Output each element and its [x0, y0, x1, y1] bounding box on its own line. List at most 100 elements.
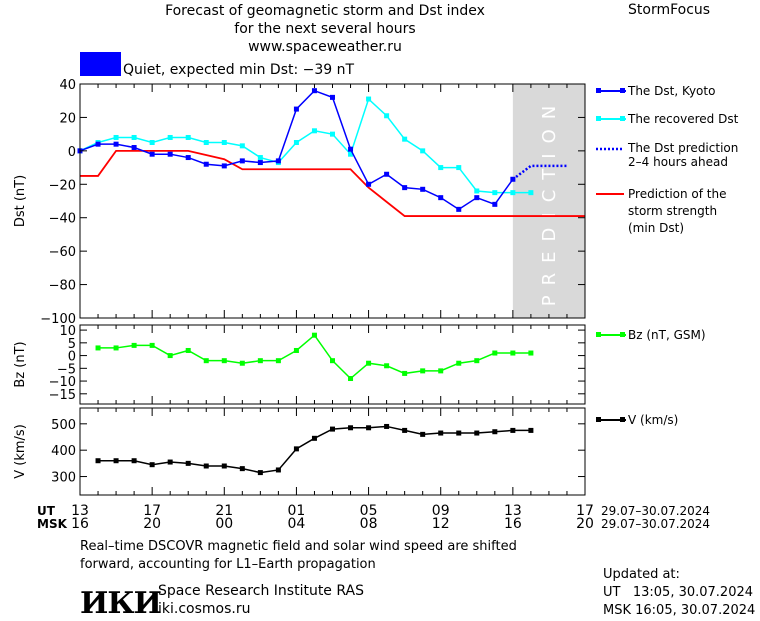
storm-prediction-line: [80, 149, 585, 217]
bz-ytick-label: 0: [68, 350, 76, 365]
kyoto-dst-point: [293, 106, 299, 112]
recovered-dst-point: [474, 188, 480, 194]
dst-ytick-label: −60: [49, 245, 76, 260]
bz-point: [474, 358, 480, 364]
recovered-dst-point: [113, 134, 119, 140]
bz-panel-frame: [79, 324, 586, 405]
bz-point: [293, 347, 299, 353]
speed-point: [113, 458, 119, 464]
ut-tick-label: 13: [71, 503, 89, 519]
kyoto-dst-point: [420, 186, 426, 192]
recovered-dst-point: [311, 128, 317, 134]
bz-point: [330, 358, 335, 364]
kyoto-dst-point: [95, 141, 101, 147]
recovered-dst-point: [402, 136, 408, 142]
v-y-axis-label: V (km/s): [13, 424, 28, 479]
recovered-dst-point: [131, 134, 137, 140]
dst-panel: PREDICTION 40 20 0 −20 −40 −60 −80 −100 Dst (nT…: [13, 78, 586, 327]
speed-point: [330, 426, 335, 432]
bz-ytick-label: −10: [49, 375, 76, 390]
bz-point: [185, 347, 191, 353]
legend-label-prediction-1: The Dst prediction: [627, 141, 738, 155]
recovered-dst-point: [366, 96, 372, 102]
kyoto-dst-point: [203, 161, 209, 167]
speed-point: [167, 459, 173, 465]
bz-point: [203, 358, 209, 364]
recovered-dst-point: [239, 143, 245, 149]
bz-point: [239, 360, 245, 366]
bz-ytick-label: −5: [57, 362, 76, 377]
legend-item-storm: Prediction of the storm strength (min Ds…: [596, 187, 727, 235]
kyoto-dst-point: [330, 94, 335, 100]
chart-title: Forecast of geomagnetic storm and Dst in…: [110, 2, 540, 56]
v-ytick-label: 500: [51, 418, 76, 433]
bz-point: [492, 350, 498, 356]
speed-point: [203, 463, 209, 469]
kyoto-dst-point: [474, 195, 480, 201]
kyoto-dst-point: [239, 158, 245, 164]
speed-point: [474, 430, 480, 436]
bz-ytick-label: −15: [49, 388, 76, 403]
updated-label: Updated at:: [603, 567, 680, 582]
bz-point: [348, 376, 354, 382]
kyoto-dst-point: [348, 146, 354, 152]
legend-item-prediction: The Dst prediction 2–4 hours ahead: [596, 141, 738, 169]
ut-tick-label: 21: [215, 503, 233, 519]
speed-point: [492, 429, 498, 435]
bz-ytick-label: 5: [68, 337, 76, 352]
recovered-dst-point: [149, 140, 155, 145]
legend-label-storm-3: (min Dst): [628, 221, 684, 235]
bz-ytick-label: 10: [59, 324, 76, 339]
bz-y-axis-label: Bz (nT): [13, 341, 28, 387]
updated-ut: UT 13:05, 30.07.2024: [603, 585, 754, 600]
kyoto-dst-point: [366, 181, 372, 187]
msk-tick-label: 20: [143, 516, 161, 532]
kyoto-dst-point: [438, 195, 444, 201]
bz-point: [402, 370, 408, 376]
v-panel-frame: [79, 407, 586, 496]
msk-label: MSK: [37, 517, 68, 531]
msk-date-range: 29.07–30.07.2024: [601, 517, 710, 531]
legend-label-kyoto: The Dst, Kyoto: [627, 84, 715, 98]
kyoto-dst-point: [113, 141, 119, 147]
speed-point: [348, 425, 354, 431]
bz-point: [95, 345, 101, 351]
speed-line: [98, 425, 531, 474]
bz-point: [384, 363, 390, 369]
speed-point: [402, 427, 408, 433]
ut-tick-label: 13: [504, 503, 522, 519]
speed-point: [384, 423, 390, 429]
legend: The Dst, Kyoto The recovered Dst The Dst…: [596, 84, 739, 427]
recovered-dst-point: [330, 131, 335, 137]
msk-tick-label: 16: [71, 516, 89, 532]
legend-item-v: V (km/s): [596, 413, 678, 427]
bz-point: [311, 332, 317, 338]
speed-point: [528, 427, 534, 433]
speed-point: [366, 425, 372, 431]
dst-prediction-line: [512, 164, 567, 181]
prediction-region-label: PREDICTION: [539, 96, 560, 306]
speed-point: [239, 466, 245, 472]
dst-ytick-label: −100: [40, 312, 76, 327]
recovered-dst-point: [438, 165, 444, 171]
speed-point: [95, 458, 101, 464]
recovered-dst-point: [384, 113, 390, 119]
kyoto-dst-point: [311, 88, 317, 94]
speed-point: [131, 458, 137, 464]
status-text: Quiet, expected min Dst: −39 nT: [123, 62, 355, 78]
msk-tick-label: 16: [504, 516, 522, 532]
speed-point: [149, 462, 155, 468]
note-line-1: Real–time DSCOVR magnetic field and sola…: [80, 539, 517, 554]
bz-point: [149, 342, 155, 348]
dst-ytick-label: −20: [49, 178, 76, 193]
bz-point: [131, 342, 137, 348]
ut-tick-label: 01: [288, 503, 306, 519]
status-color-swatch: [80, 52, 121, 76]
msk-tick-label: 20: [576, 516, 594, 532]
ut-date-range: 29.07–30.07.2024: [601, 504, 710, 518]
kyoto-dst-point: [185, 155, 191, 161]
bz-point: [167, 353, 173, 359]
